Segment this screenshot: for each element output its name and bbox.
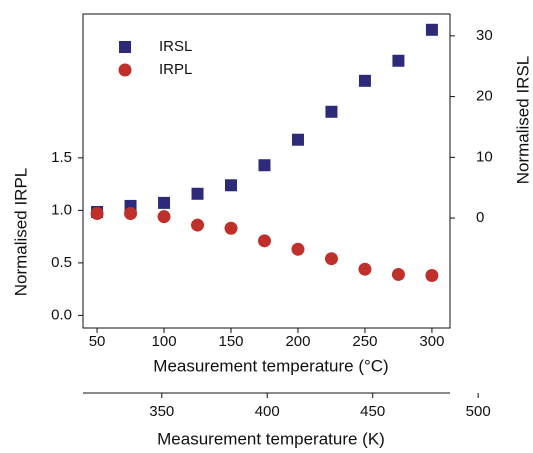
x-tick-label: 100 (152, 333, 177, 350)
point (392, 54, 405, 67)
point (325, 105, 338, 118)
point (358, 262, 372, 276)
x-tick-label: 150 (218, 333, 243, 350)
point (224, 221, 238, 235)
point (157, 210, 171, 224)
point (291, 242, 305, 256)
x-axis-title: Measurement temperature (°C) (153, 356, 388, 375)
x2-tick-label: 450 (360, 403, 385, 420)
point (158, 196, 171, 209)
legend-marker (118, 63, 132, 77)
y-tick-label: 0.0 (51, 306, 72, 323)
x2-tick-label: 350 (149, 403, 174, 420)
x2-axis-title: Measurement temperature (K) (157, 429, 385, 448)
legend-label: IRPL (159, 61, 192, 78)
point (391, 267, 405, 281)
y-tick-label: 1.0 (51, 201, 72, 218)
point (425, 23, 438, 36)
x2-tick-label: 500 (466, 403, 491, 420)
y2-tick-label: 30 (476, 27, 493, 44)
y-tick-label: 0.5 (51, 254, 72, 271)
x-tick-label: 250 (352, 333, 377, 350)
point (291, 133, 304, 146)
point (257, 234, 271, 248)
y2-tick-label: 20 (476, 88, 493, 105)
point (358, 74, 371, 87)
point (191, 218, 205, 232)
point (90, 207, 104, 221)
point (124, 207, 138, 221)
x-tick-label: 50 (89, 333, 106, 350)
y-tick-label: 1.5 (51, 149, 72, 166)
y2-tick-label: 10 (476, 148, 493, 165)
y-axis-title: Normalised IRPL (11, 168, 30, 297)
legend-label: IRSL (159, 38, 192, 55)
x-tick-label: 200 (285, 333, 310, 350)
y2-tick-label: 0 (476, 209, 484, 226)
y2-axis-title: Normalised IRSL (513, 56, 532, 185)
point (258, 159, 271, 172)
point (324, 252, 338, 266)
legend-marker (119, 41, 131, 53)
x-tick-label: 300 (419, 333, 444, 350)
plot-frame (82, 13, 451, 329)
x2-tick-label: 400 (255, 403, 280, 420)
point (225, 179, 238, 192)
point (425, 268, 439, 282)
point (191, 187, 204, 200)
